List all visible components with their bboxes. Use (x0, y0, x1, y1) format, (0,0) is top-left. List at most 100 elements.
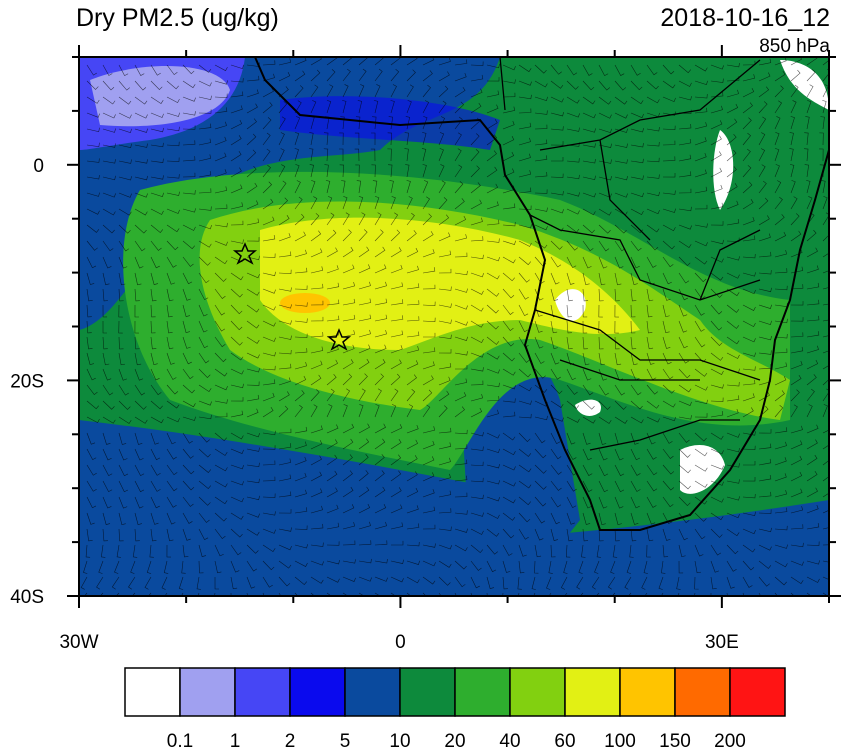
wind-barb (806, 560, 820, 565)
wind-barb (294, 441, 307, 450)
wind-barb (742, 445, 756, 451)
wind-barb (678, 188, 692, 194)
wind-barb (502, 64, 516, 71)
wind-barb (486, 256, 500, 262)
wind-barb (454, 560, 467, 570)
wind-barb (610, 560, 616, 574)
wind-barb (406, 424, 419, 434)
wind-barb (470, 393, 483, 402)
wind-barb (86, 64, 97, 76)
wind-barb (470, 236, 484, 242)
colorbar-label: 100 (604, 731, 636, 750)
wind-barb (758, 527, 772, 533)
wind-barb (790, 100, 797, 114)
wind-barb (342, 344, 355, 354)
wind-barb (614, 112, 628, 119)
wind-barb (646, 544, 651, 558)
wind-barb (548, 560, 553, 574)
wind-barb (422, 375, 434, 386)
wind-barb (742, 477, 756, 482)
wind-barb (486, 166, 498, 178)
wind-barb (582, 432, 591, 445)
wind-barb (454, 234, 467, 242)
wind-barb (790, 69, 801, 82)
wind-barb (534, 384, 548, 393)
wind-barb (678, 415, 692, 420)
wind-barb (182, 304, 191, 317)
wind-barb (358, 229, 368, 242)
wind-barb (502, 496, 516, 504)
wind-barb (438, 508, 452, 514)
wind-barb (422, 213, 432, 226)
wind-barb (662, 496, 674, 508)
wind-barb (726, 320, 740, 329)
wind-barb (390, 330, 404, 338)
wind-barb (166, 157, 180, 162)
colorbar: 0.1 1 2 5 10 20 40 60 100 150 200 (124, 667, 786, 752)
wind-barb (262, 352, 276, 357)
wind-barb (742, 132, 751, 146)
wind-barb (324, 132, 329, 146)
wind-barb (629, 544, 634, 558)
wind-barb (406, 471, 418, 482)
wind-barb (662, 352, 672, 365)
wind-barb (822, 270, 829, 274)
wind-barb (134, 128, 148, 133)
wind-barb (294, 85, 304, 98)
wind-barb (662, 190, 676, 195)
colorbar-label: 20 (444, 731, 465, 750)
wind-barb (438, 286, 452, 291)
wind-barb (390, 299, 404, 306)
wind-barb (406, 346, 419, 354)
wind-barb (678, 464, 691, 474)
wind-barb (166, 432, 176, 445)
wind-barb (102, 368, 112, 381)
wind-barb (358, 314, 372, 322)
wind-barb (566, 336, 573, 350)
wind-barb (518, 464, 532, 473)
wind-barb (134, 224, 147, 234)
wind-barb (806, 282, 820, 290)
wind-barb (214, 222, 228, 228)
wind-barb (742, 544, 756, 553)
wind-barb (550, 272, 560, 285)
wind-barb (710, 256, 724, 263)
wind-barb (662, 80, 676, 89)
wind-barb (454, 304, 468, 310)
wind-barb (630, 272, 638, 285)
wind-barb (742, 288, 756, 295)
wind-barb (406, 439, 419, 450)
wind-barb (310, 316, 324, 322)
wind-barb (678, 206, 692, 212)
wind-barb (566, 464, 577, 476)
wind-barb (518, 352, 530, 363)
wind-barb (262, 216, 275, 226)
wind-barb (454, 406, 465, 418)
wind-barb (230, 202, 244, 210)
wind-barb (198, 496, 211, 506)
wind-barb (614, 496, 624, 509)
wind-barb (774, 231, 787, 242)
wind-barb (86, 416, 100, 424)
wind-barb (406, 230, 417, 242)
wind-barb (694, 204, 708, 210)
wind-barb (550, 141, 564, 146)
wind-barb (534, 432, 546, 444)
wind-barb (326, 541, 340, 546)
wind-barb (534, 64, 547, 74)
wind-barb (502, 221, 516, 227)
wind-barb (118, 480, 129, 493)
wind-barb (774, 473, 787, 482)
wind-barb (83, 560, 88, 574)
wind-barb (614, 272, 622, 286)
wind-barb (246, 133, 257, 146)
wind-barb (358, 373, 368, 386)
wind-barb (454, 72, 467, 82)
wind-barb (614, 400, 627, 410)
wind-barb (790, 196, 798, 210)
wind-barb (102, 480, 113, 493)
wind-barb (166, 240, 179, 251)
wind-barb (614, 512, 622, 525)
wind-barb (582, 288, 589, 302)
wind-barb (150, 142, 164, 148)
